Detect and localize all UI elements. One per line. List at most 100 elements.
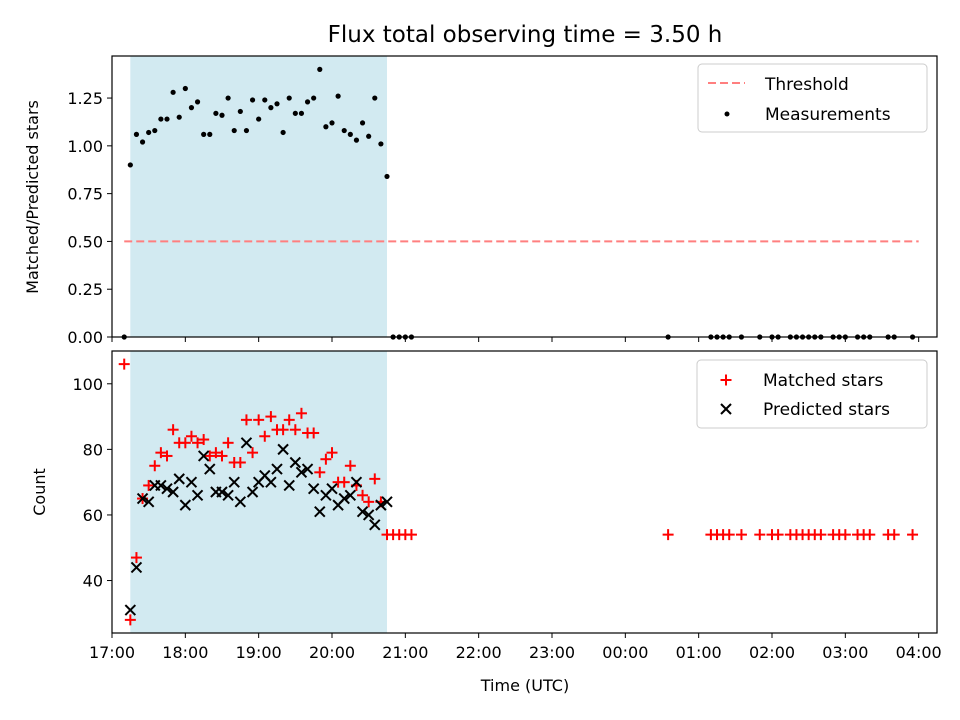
predicted-star-point <box>216 486 228 498</box>
predicted-star-point <box>283 479 295 492</box>
measurement-point <box>378 141 384 147</box>
matched-star-point <box>259 430 271 442</box>
matched-star-point <box>234 456 246 468</box>
predicted-star-point <box>289 456 302 469</box>
legend-threshold-label: Threshold <box>764 75 849 95</box>
top-axes-frame <box>111 55 938 338</box>
measurement-point <box>152 127 158 134</box>
matched-star-point <box>295 407 307 419</box>
matched-star-point <box>118 358 130 370</box>
bottom-y-axis-label: Count <box>30 468 49 516</box>
predicted-star-point <box>265 476 277 488</box>
x-tick-label: 17:00 <box>89 643 135 662</box>
measurement-point <box>292 110 298 116</box>
measurement-point <box>176 114 182 120</box>
matched-star-point <box>907 529 919 541</box>
predicted-star-point <box>234 496 247 508</box>
y-tick-label: 100 <box>72 375 103 394</box>
matched-star-point <box>772 529 784 541</box>
matched-star-point <box>124 614 136 626</box>
legend-predicted-swatch <box>720 403 732 415</box>
measurement-point <box>384 173 390 180</box>
predicted-star-point <box>130 561 143 574</box>
x-tick-label: 23:00 <box>529 643 575 662</box>
measurement-point <box>268 105 274 111</box>
chart-title: Flux total observing time = 3.50 h <box>328 22 723 48</box>
predicted-star-point <box>326 483 338 495</box>
matched-star-point <box>204 450 216 462</box>
predicted-star-point <box>240 437 253 449</box>
predicted-star-point <box>179 499 192 511</box>
x-tick-label: 18:00 <box>162 643 208 662</box>
measurement-point <box>188 105 195 111</box>
predicted-star-point <box>301 463 314 475</box>
measurement-point <box>139 139 146 145</box>
measurement-point <box>353 137 360 143</box>
matched-star-point <box>888 529 900 541</box>
legend-matched-label: Matched stars <box>763 371 883 391</box>
matched-star-point <box>143 479 155 491</box>
bottom-y-ticks: 40 60 80 100 <box>72 375 112 591</box>
predicted-star-point <box>381 496 393 508</box>
legend-matched-marker <box>720 374 732 386</box>
bottom-observing-window-shade <box>130 351 388 633</box>
measurement-point <box>359 120 366 126</box>
predicted-star-point <box>375 499 387 511</box>
bottom-panel: 40 60 80 100 17:00 18:00 19:00 20:00 21:00 22:00… <box>30 350 942 695</box>
predicted-star-point <box>222 489 234 501</box>
matched-star-point <box>405 529 417 541</box>
matched-star-point <box>320 453 332 465</box>
legend-predicted-marker <box>720 403 732 415</box>
measurement-point <box>194 99 201 105</box>
measurement-point <box>274 101 280 107</box>
matched-star-point <box>240 414 252 426</box>
predicted-star-point <box>142 496 155 508</box>
matched-star-point <box>192 437 204 449</box>
measurement-point <box>335 93 341 99</box>
predicted-star-point <box>136 492 149 505</box>
x-axis-label: Time (UTC) <box>480 676 569 695</box>
predicted-star-point <box>271 463 283 475</box>
matched-star-point <box>289 424 301 436</box>
matched-star-point <box>314 466 326 478</box>
y-tick-label: 1.25 <box>67 89 103 108</box>
matched-star-point <box>247 447 259 459</box>
bottom-legend: Matched stars Predicted stars <box>696 359 928 429</box>
matched-star-point <box>222 437 234 449</box>
x-tick-label: 21:00 <box>382 643 428 662</box>
measurement-point <box>317 66 323 72</box>
measurement-point <box>280 129 286 136</box>
matched-star-point <box>155 447 167 459</box>
matched-star-point <box>198 434 210 446</box>
matched-star-point <box>283 414 295 426</box>
y-tick-label: 0.25 <box>67 280 103 299</box>
x-tick-label: 19:00 <box>236 643 282 662</box>
predicted-star-point <box>277 443 289 456</box>
top-data-marks <box>121 66 916 340</box>
measurement-point <box>127 162 133 168</box>
predicted-star-point <box>191 489 204 501</box>
predicted-star-point <box>185 476 198 488</box>
measurement-point <box>262 97 268 103</box>
matched-star-point <box>161 450 173 462</box>
y-tick-label: 0.75 <box>67 185 103 204</box>
top-legend: Threshold Measurements <box>697 63 928 133</box>
measurement-point <box>158 116 164 122</box>
measurement-point <box>146 129 152 136</box>
measurement-point <box>231 127 237 134</box>
predicted-star-point <box>344 489 357 501</box>
top-legend-box <box>697 63 928 133</box>
matched-star-point <box>357 489 369 501</box>
top-y-axis-label: Matched/Predicted stars <box>23 100 42 294</box>
predicted-star-point <box>350 476 363 488</box>
measurement-point <box>201 131 207 137</box>
measurement-point <box>323 124 329 130</box>
y-tick-label: 0.00 <box>67 328 103 347</box>
matched-star-point <box>839 529 851 541</box>
predicted-star-point <box>197 450 210 462</box>
top-observing-window-shade <box>130 56 388 337</box>
x-tick-label: 02:00 <box>749 643 795 662</box>
measurement-point <box>219 112 225 118</box>
matched-star-point <box>149 460 161 472</box>
